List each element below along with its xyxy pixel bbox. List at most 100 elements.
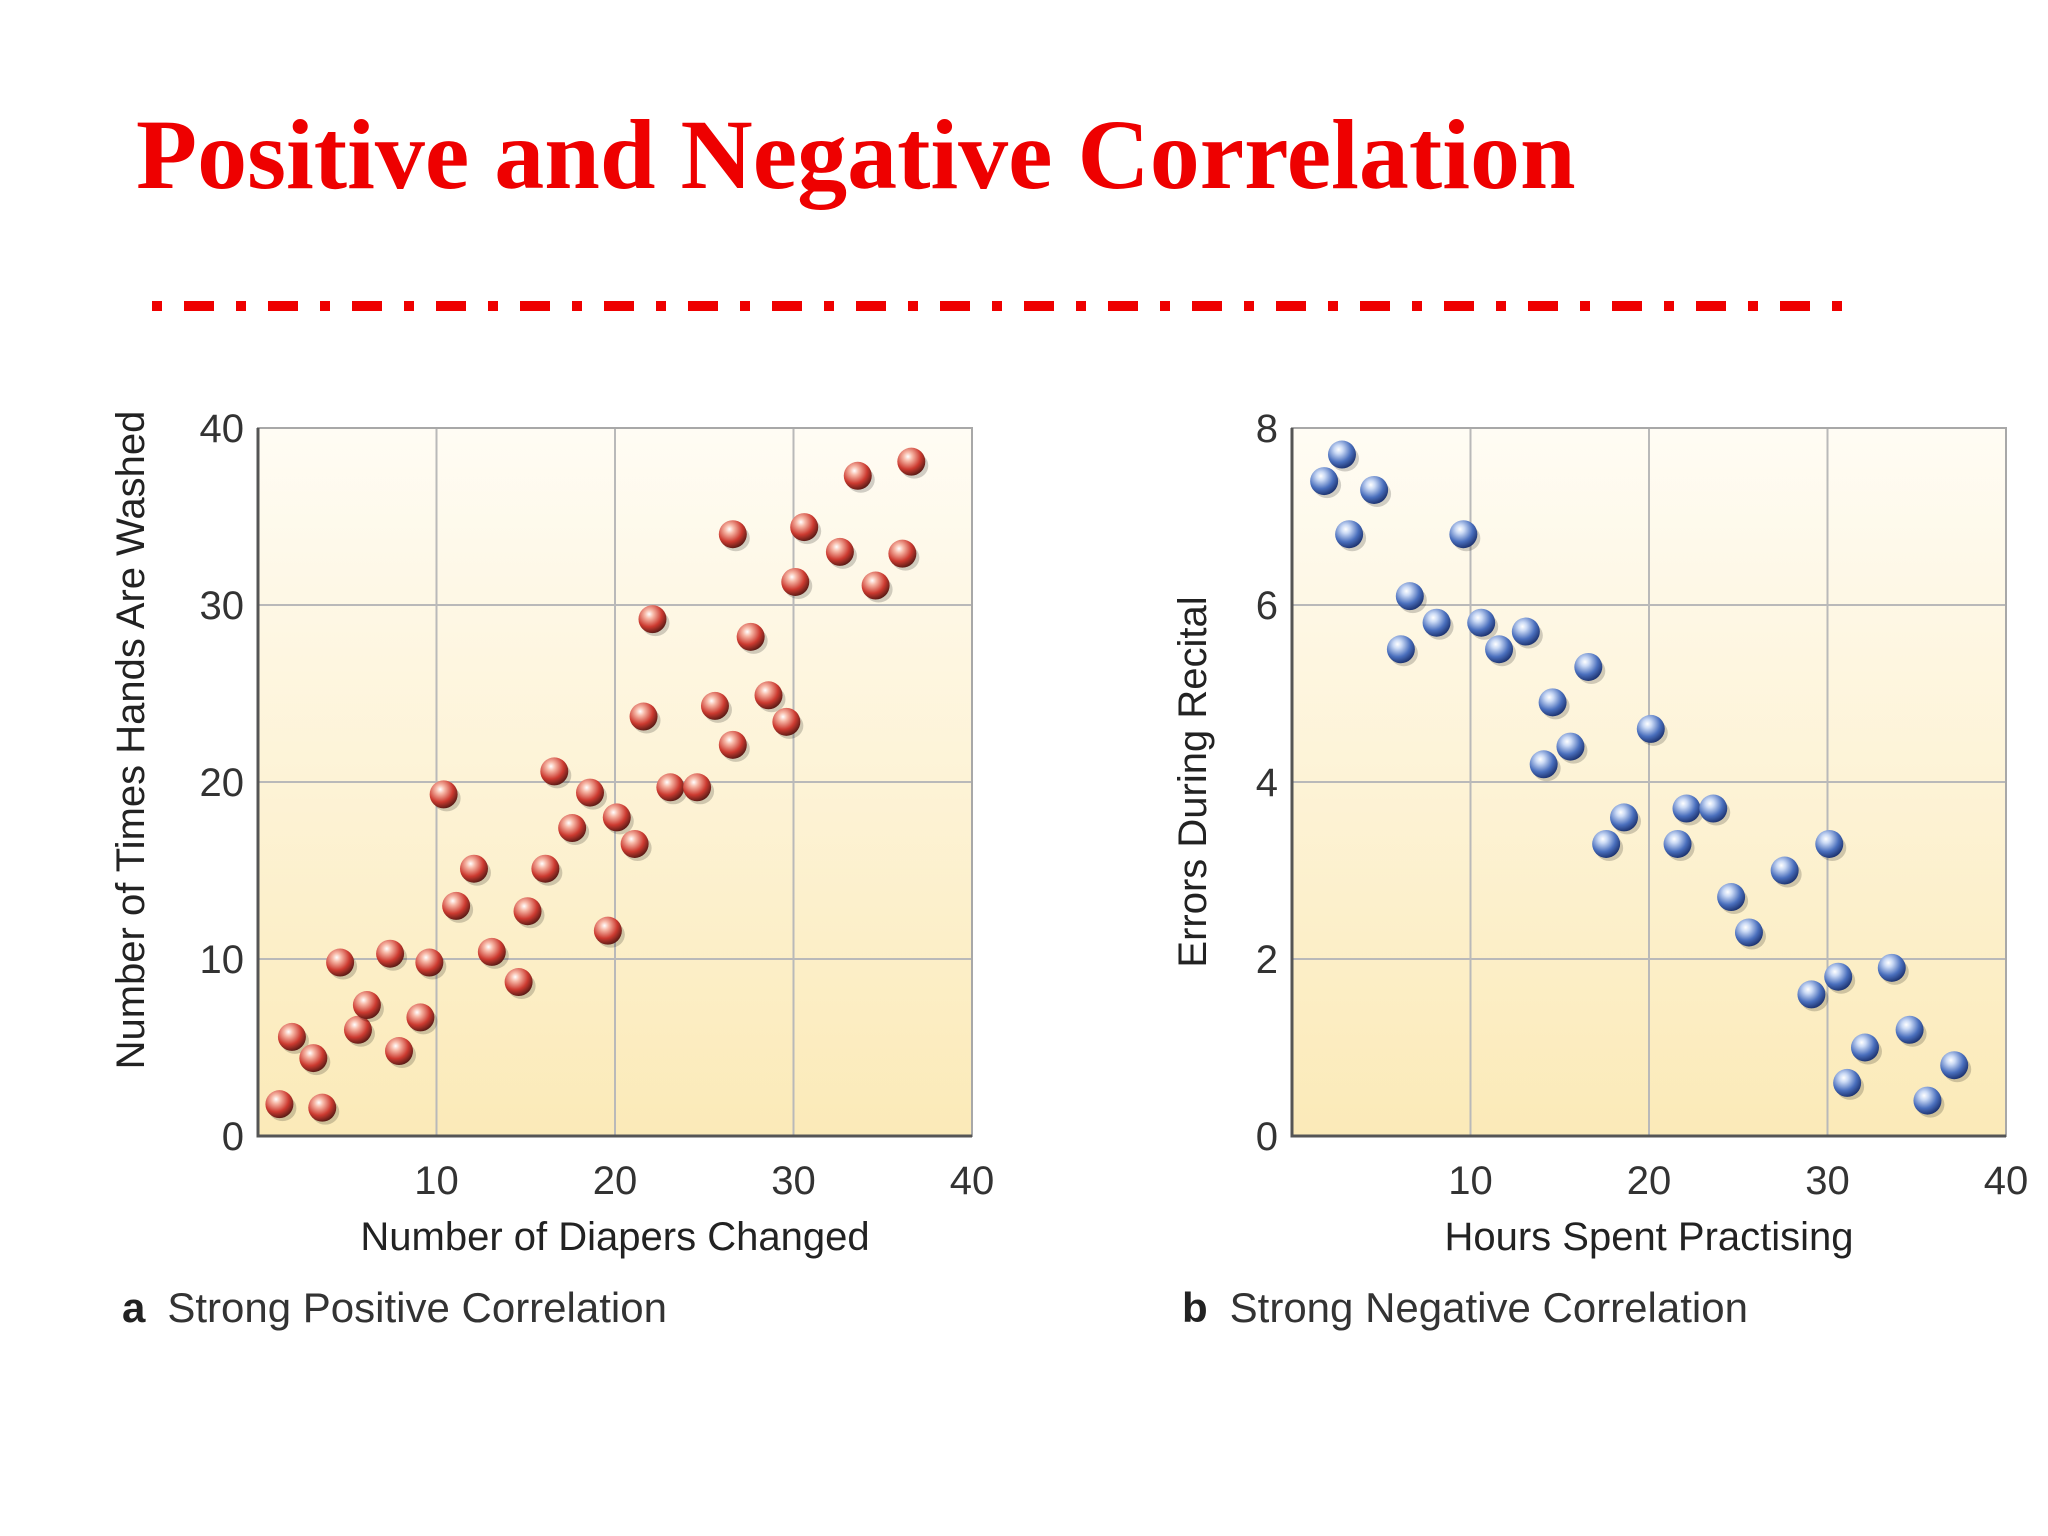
rule-dot: [1412, 301, 1422, 311]
rule-dot: [908, 301, 918, 311]
x-tick-label: 40: [950, 1159, 995, 1203]
data-point: [718, 730, 747, 759]
data-point: [1797, 980, 1826, 1009]
data-point: [1877, 953, 1906, 982]
rule-dash: [940, 301, 970, 311]
rule-dash: [520, 301, 550, 311]
x-tick-label: 30: [1805, 1159, 1850, 1203]
rule-dash: [1780, 301, 1810, 311]
rule-dot: [824, 301, 834, 311]
data-point: [1672, 794, 1701, 823]
data-point: [1386, 635, 1415, 664]
chart-caption: a Strong Positive Correlation: [122, 1284, 667, 1331]
y-axis-label: Number of Times Hands Are Washed: [109, 411, 153, 1070]
data-point: [629, 702, 658, 731]
rule-dot: [656, 301, 666, 311]
data-point: [638, 605, 667, 634]
rule-dash: [856, 301, 886, 311]
data-point: [326, 948, 355, 977]
title-dashed-rule: [152, 301, 1842, 311]
rule-dash: [1192, 301, 1222, 311]
data-point: [277, 1022, 306, 1051]
x-tick-label: 10: [414, 1159, 459, 1203]
rule-dash: [604, 301, 634, 311]
rule-dash: [1528, 301, 1558, 311]
y-tick-label: 0: [222, 1115, 244, 1159]
data-point: [1895, 1015, 1924, 1044]
rule-dash: [772, 301, 802, 311]
rule-dot: [236, 301, 246, 311]
data-point: [1940, 1051, 1969, 1080]
rule-dot: [740, 301, 750, 311]
data-point: [1636, 714, 1665, 743]
data-point: [1913, 1086, 1942, 1115]
data-point: [1395, 582, 1424, 611]
data-point: [1699, 794, 1728, 823]
data-point: [406, 1003, 435, 1032]
data-point: [1610, 803, 1639, 832]
rule-dash: [184, 301, 214, 311]
data-point: [504, 968, 533, 997]
data-point: [736, 622, 765, 651]
rule-dash: [1612, 301, 1642, 311]
chart-a-positive-correlation: 0 10 20 30 40 10 20 30 40 Number of Diapers Chang…: [109, 407, 994, 1331]
data-point: [1850, 1033, 1879, 1062]
rule-dot: [320, 301, 330, 311]
data-point: [299, 1044, 328, 1073]
data-point: [1815, 829, 1844, 858]
data-point: [343, 1015, 372, 1044]
data-point: [1538, 688, 1567, 717]
rule-dash: [1276, 301, 1306, 311]
data-point: [1310, 467, 1339, 496]
x-tick-label: 40: [1984, 1159, 2029, 1203]
data-point: [1833, 1068, 1862, 1097]
rule-dash: [1360, 301, 1390, 311]
data-point: [1663, 829, 1692, 858]
rule-dash: [1024, 301, 1054, 311]
data-point: [385, 1037, 414, 1066]
rule-dot: [1076, 301, 1086, 311]
data-point: [888, 539, 917, 568]
rule-dot: [1664, 301, 1674, 311]
data-point: [781, 567, 810, 596]
data-point: [843, 461, 872, 490]
rule-dash: [1696, 301, 1726, 311]
data-point: [1574, 652, 1603, 681]
y-tick-label: 4: [1256, 761, 1278, 805]
data-point: [1360, 475, 1389, 504]
y-tick-label: 6: [1256, 584, 1278, 628]
data-point: [602, 803, 631, 832]
y-tick-label: 30: [200, 584, 245, 628]
data-point: [1529, 750, 1558, 779]
data-point: [1422, 608, 1451, 637]
y-tick-label: 10: [200, 938, 245, 982]
data-point: [429, 780, 458, 809]
rule-dot: [992, 301, 1002, 311]
rule-dot: [1580, 301, 1590, 311]
data-point: [540, 757, 569, 786]
data-point: [1511, 617, 1540, 646]
x-tick-label: 20: [1627, 1159, 1672, 1203]
data-point: [790, 513, 819, 542]
data-point: [352, 991, 381, 1020]
y-tick-label: 8: [1256, 407, 1278, 451]
data-point: [1717, 883, 1746, 912]
y-tick-label: 20: [200, 761, 245, 805]
data-point: [772, 707, 801, 736]
data-point: [1335, 520, 1364, 549]
data-point: [754, 681, 783, 710]
rule-dot: [1496, 301, 1506, 311]
rule-dot: [488, 301, 498, 311]
axis-lines: [256, 428, 972, 1138]
data-point: [683, 773, 712, 802]
data-point: [1770, 856, 1799, 885]
data-point: [308, 1093, 337, 1122]
rule-dot: [1832, 301, 1842, 311]
rule-dash: [268, 301, 298, 311]
slide-title: Positive and Negative Correlation: [136, 99, 1576, 210]
data-point: [700, 691, 729, 720]
data-point: [1556, 732, 1585, 761]
rule-dot: [572, 301, 582, 311]
data-point: [593, 916, 622, 945]
data-point: [459, 854, 488, 883]
